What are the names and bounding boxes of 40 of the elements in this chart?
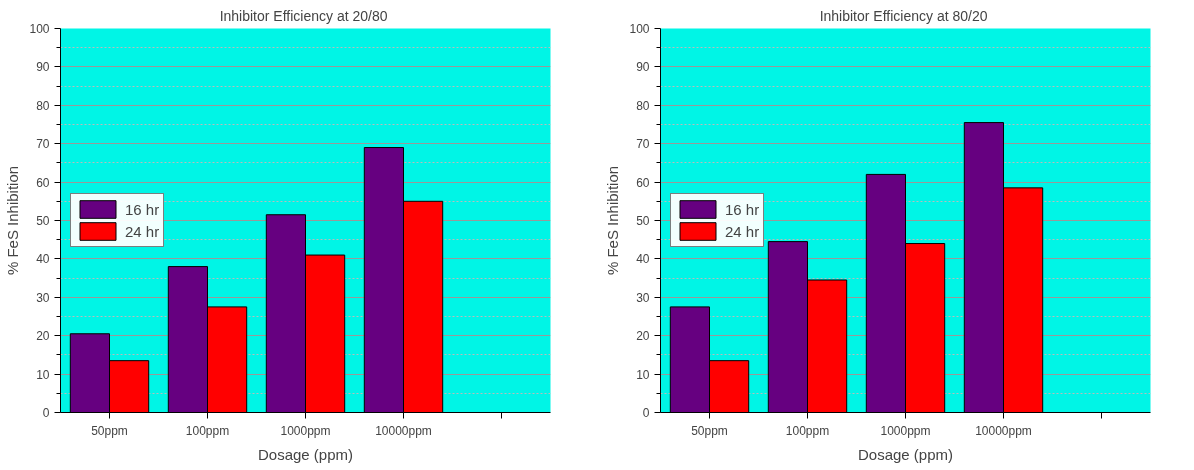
y-tick-label: 30 xyxy=(36,290,50,305)
x-tick-label: 1000ppm xyxy=(880,423,931,438)
legend-label: 16 hr xyxy=(725,200,760,218)
y-tick-label: 80 xyxy=(636,98,650,113)
y-tick-label: 100 xyxy=(29,22,50,36)
y-tick-label: 50 xyxy=(636,214,650,228)
chart-title: Inhibitor Efficiency at 80/20 xyxy=(819,7,988,24)
y-tick-label: 80 xyxy=(36,98,50,113)
y-tick-label: 60 xyxy=(36,175,50,190)
y-tick-label: 0 xyxy=(42,406,50,420)
x-tick-label: 1000ppm xyxy=(280,423,331,438)
y-tick-label: 30 xyxy=(636,290,650,305)
y-tick-label: 40 xyxy=(636,252,650,267)
y-axis-title: % FeS Inhibition xyxy=(4,165,22,276)
y-tick-label: 10 xyxy=(36,367,50,382)
x-tick-label: 100ppm xyxy=(785,423,830,438)
y-tick-label: 0 xyxy=(642,406,650,420)
y-tick-label: 70 xyxy=(36,137,50,152)
x-tick-label: 10000ppm xyxy=(975,423,1032,438)
x-tick-label: 50ppm xyxy=(691,423,728,438)
y-tick-label: 60 xyxy=(636,175,650,190)
x-axis-title: Dosage (ppm) xyxy=(257,445,354,463)
y-tick-label: 10 xyxy=(636,367,650,382)
y-tick-label: 20 xyxy=(636,329,650,344)
x-tick-label: 100ppm xyxy=(185,423,230,438)
y-tick-label: 90 xyxy=(36,60,50,75)
legend-label: 24 hr xyxy=(125,222,160,240)
y-tick-label: 100 xyxy=(629,22,650,36)
y-axis-title: % FeS Inhibition xyxy=(604,165,622,276)
legend-label: 24 hr xyxy=(725,222,760,240)
y-tick-label: 40 xyxy=(36,252,50,267)
y-tick-label: 90 xyxy=(636,60,650,75)
x-axis-title: Dosage (ppm) xyxy=(857,445,954,463)
y-tick-label: 20 xyxy=(36,329,50,344)
x-tick-label: 50ppm xyxy=(91,423,128,438)
y-tick-label: 70 xyxy=(636,137,650,152)
legend-label: 16 hr xyxy=(125,200,160,218)
x-tick-label: 10000ppm xyxy=(375,423,432,438)
chart-title: Inhibitor Efficiency at 20/80 xyxy=(219,7,388,24)
y-tick-label: 50 xyxy=(36,214,50,228)
